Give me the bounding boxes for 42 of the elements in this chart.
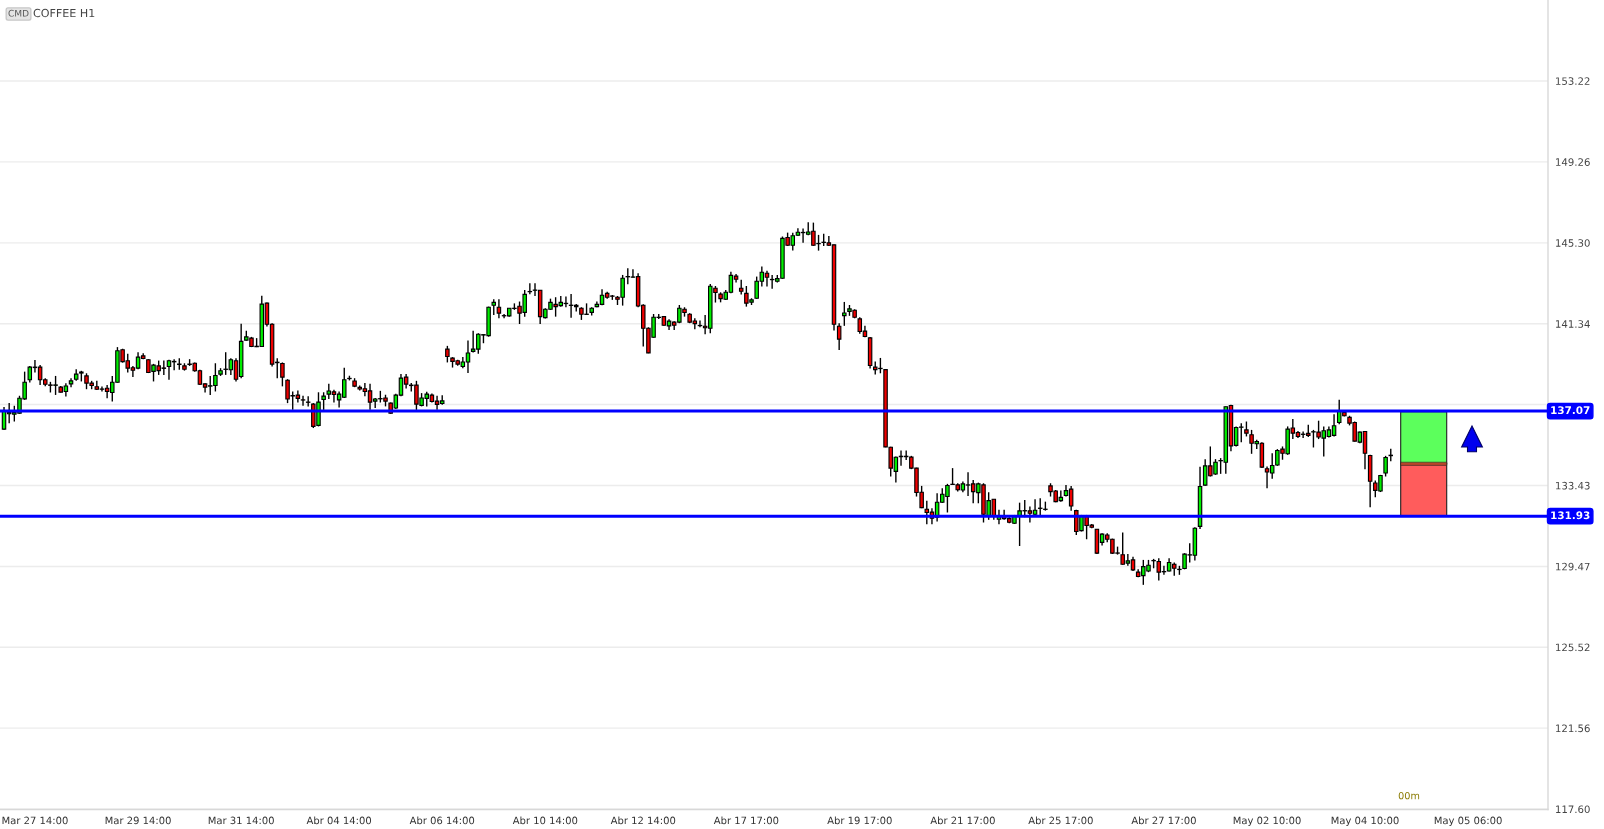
candlestick	[305, 395, 311, 408]
candlestick	[1156, 557, 1162, 582]
annotation: CMD	[8, 9, 29, 17]
x-tick-label: Mar 29 14:00	[105, 816, 171, 825]
y-tick-label: 121.56	[1556, 724, 1590, 733]
text: COFFEE H1	[33, 8, 95, 18]
candlestick	[842, 301, 847, 327]
y-tick-label: 145.30	[1556, 239, 1590, 247]
y-tick-label: 149.26	[1556, 158, 1590, 166]
candlestick	[836, 322, 842, 351]
x-tick-label: Abr 06 14:00	[409, 816, 475, 825]
candlestick	[527, 282, 533, 296]
y-tick-label: 129.47	[1556, 562, 1590, 571]
y-tick-label: 133.43	[1556, 481, 1590, 490]
x-tick-label: Abr 21 17:00	[930, 816, 995, 825]
x-tick-label: Abr 25 17:00	[1028, 816, 1093, 825]
x-tick-label: Mar 27 14:00	[2, 816, 68, 825]
x-tick-label: May 04 10:00	[1331, 816, 1399, 827]
x-tick-label: Abr 10 14:00	[512, 816, 578, 825]
x-tick-label: Abr 27 17:00	[1131, 816, 1196, 825]
candlestick	[924, 500, 930, 525]
x-tick-label: Abr 19 17:00	[827, 816, 892, 825]
x-tick-label: May 02 10:00	[1233, 816, 1301, 827]
annotation: 00m	[1398, 791, 1420, 800]
x-tick-label: Abr 17 17:00	[713, 816, 779, 825]
candlestick	[280, 361, 285, 388]
ref-line-label: 131.93	[1551, 511, 1590, 520]
candlestick	[1037, 497, 1043, 518]
x-tick-label: Abr 04 14:00	[306, 816, 372, 825]
candlestick	[496, 298, 502, 319]
candlestick	[300, 395, 306, 407]
x-tick-label: Abr 12 14:00	[610, 816, 676, 825]
y-tick-label: 141.34	[1556, 320, 1590, 328]
candlestick	[1383, 455, 1388, 478]
y-tick-label: 117.60	[1556, 805, 1590, 814]
candlestick	[1032, 498, 1038, 517]
x-tick-label: May 05 06:00	[1434, 816, 1502, 827]
y-tick-label: 125.52	[1556, 643, 1590, 652]
candlestick	[1068, 485, 1074, 512]
ref-line-label: 137.07	[1551, 406, 1590, 415]
x-tick-label: Mar 31 14:00	[208, 816, 274, 825]
y-tick-label: 153.22	[1556, 77, 1590, 85]
